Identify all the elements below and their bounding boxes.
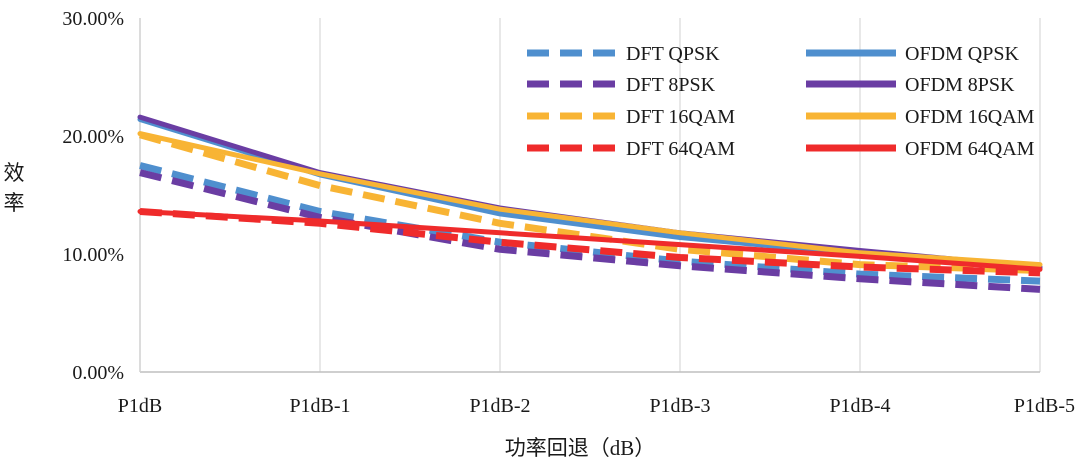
series-layer bbox=[137, 114, 1043, 293]
legend-label: OFDM 8PSK bbox=[905, 74, 1015, 96]
series-line-dft-16qam bbox=[139, 131, 1041, 274]
x-tick-label: P1dB-5 bbox=[1014, 395, 1075, 417]
series-line-ofdm-64qam bbox=[137, 209, 1043, 272]
grid-layer bbox=[319, 18, 1041, 372]
y-tick-label: 20.00% bbox=[62, 126, 124, 148]
x-axis-title: 功率回退（dB） bbox=[505, 436, 656, 460]
x-tick-label: P1dB bbox=[118, 395, 162, 417]
x-tick-label: P1dB-3 bbox=[649, 395, 710, 417]
y-tick-label: 10.00% bbox=[62, 244, 124, 266]
legend-label: OFDM QPSK bbox=[905, 43, 1019, 65]
legend-label: DFT 64QAM bbox=[626, 138, 735, 160]
axis-layer bbox=[139, 18, 1040, 373]
legend-label: OFDM 64QAM bbox=[905, 138, 1035, 160]
y-axis-title: 效率 bbox=[4, 161, 25, 215]
x-tick-label: P1dB-1 bbox=[289, 395, 350, 417]
legend-label: OFDM 16QAM bbox=[905, 106, 1035, 128]
x-tick-label: P1dB-2 bbox=[469, 395, 530, 417]
series-line-dft-8psk bbox=[139, 169, 1041, 293]
x-tick-label: P1dB-4 bbox=[829, 395, 890, 417]
legend-label: DFT QPSK bbox=[626, 43, 720, 65]
y-tick-label: 30.00% bbox=[62, 8, 124, 30]
legend: DFT QPSK DFT 8PSK DFT 16QAM DFT 64QAM OFDM Q… bbox=[527, 43, 1035, 160]
y-axis-title-char: 率 bbox=[4, 191, 25, 215]
x-tick-labels: P1dB P1dB-1 P1dB-2 P1dB-3 P1dB-4 P1dB-5 bbox=[118, 395, 1075, 417]
legend-label: DFT 8PSK bbox=[626, 74, 716, 96]
series-line-ofdm-16qam bbox=[137, 131, 1043, 268]
y-tick-label: 0.00% bbox=[72, 362, 124, 384]
legend-label: DFT 16QAM bbox=[626, 106, 735, 128]
series-line-dft-qpsk bbox=[139, 162, 1041, 285]
y-tick-labels: 0.00% 10.00% 20.00% 30.00% bbox=[62, 8, 124, 384]
y-axis-title-char: 效 bbox=[4, 161, 25, 185]
